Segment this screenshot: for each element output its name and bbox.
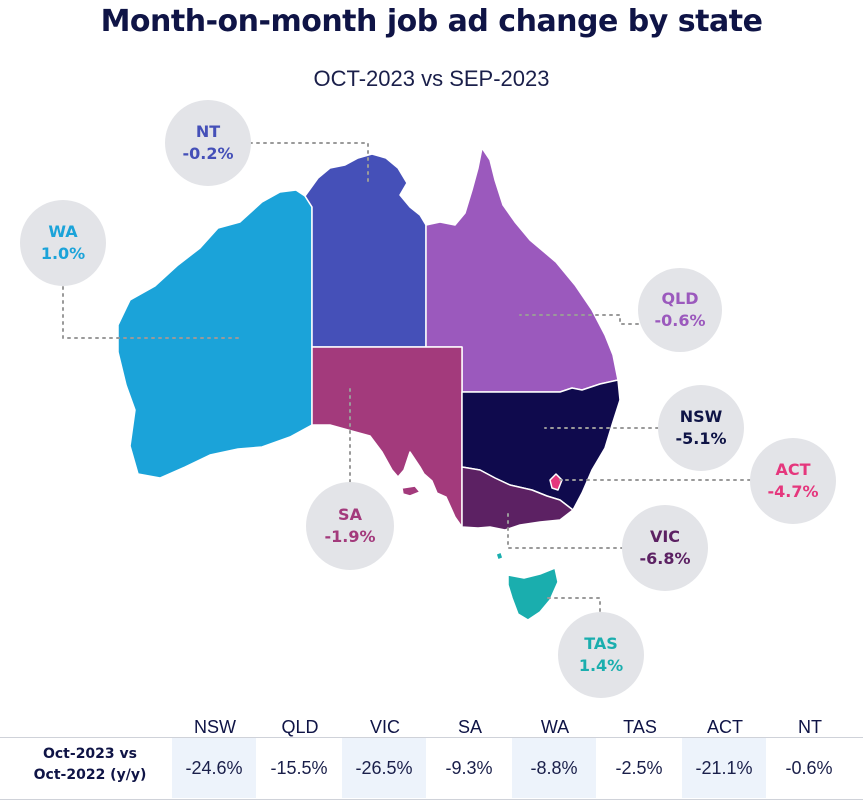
australia-map [62,142,751,621]
label-bubble-qld: QLD -0.6% [638,268,722,352]
row-label-line1: Oct-2023 vs [42,746,137,762]
chart-subtitle: OCT-2023 vs SEP-2023 [313,66,550,91]
state-value-act: -4.7% [767,482,819,501]
state-code-sa: SA [338,505,362,524]
state-shape-tas-island [495,551,504,561]
table-header-sa: SA [457,717,482,737]
state-code-qld: QLD [661,289,699,308]
label-bubble-vic: VIC -6.8% [622,505,708,591]
table-cell-vic: -26.5% [342,738,426,798]
table-header-act: ACT [707,717,743,737]
table-header-vic: VIC [369,717,400,737]
state-code-nsw: NSW [679,407,723,426]
state-code-nt: NT [195,122,221,141]
state-code-tas: TAS [584,634,618,653]
table-cell-sa: -9.3% [445,757,493,778]
state-value-nt: -0.2% [182,144,234,163]
leader-line-nt [249,142,369,183]
table-cell-tas: -2.5% [615,757,663,778]
state-shape-wa [117,189,313,479]
state-code-wa: WA [48,222,78,241]
leader-line-vic [507,511,624,549]
label-bubble-wa: WA 1.0% [20,200,106,286]
table-header-wa: WA [540,717,570,737]
table-header-tas: TAS [623,717,657,737]
table-cell-wa: -8.8% [512,738,596,798]
state-value-wa: 1.0% [40,244,86,263]
row-label-line2: Oct-2022 (y/y) [33,767,147,783]
state-value-qld: -0.6% [654,311,706,330]
state-shape-sa-island [401,485,421,497]
state-shape-tas [507,567,559,621]
state-value-tas: 1.4% [578,656,624,675]
state-shape-vic [461,466,574,531]
state-value-nsw: -5.1% [675,429,727,448]
state-code-vic: VIC [649,527,681,546]
leader-line-tas [544,597,601,619]
label-bubble-act: ACT -4.7% [750,438,836,524]
table-cell-nsw: -24.6% [172,738,256,798]
state-shape-act [549,473,563,491]
leader-line-qld [519,314,639,325]
chart-title: Month-on-month job ad change by state [100,4,763,39]
label-bubble-nt: NT -0.2% [165,100,251,186]
state-shape-sa [311,346,463,528]
state-value-vic: -6.8% [639,549,691,568]
state-code-act: ACT [775,460,811,479]
table-row-label: Oct-2023 vs Oct-2022 (y/y) [10,744,170,786]
table-header-nsw: NSW [194,717,236,737]
label-bubble-sa: SA -1.9% [306,482,394,570]
table-cell-qld: -15.5% [270,757,328,778]
table-header-nt: NT [798,717,822,737]
state-shape-nt [304,153,427,348]
table-bottom-rule [0,799,863,800]
table-header-qld: QLD [281,717,319,737]
table-cell-act: -21.1% [682,738,766,798]
leader-line-wa [62,279,241,339]
table-cell-nt: -0.6% [785,757,833,778]
label-bubble-nsw: NSW -5.1% [658,385,744,471]
label-bubble-tas: TAS 1.4% [558,612,644,698]
table-top-rule [0,737,863,738]
state-value-sa: -1.9% [324,527,376,546]
